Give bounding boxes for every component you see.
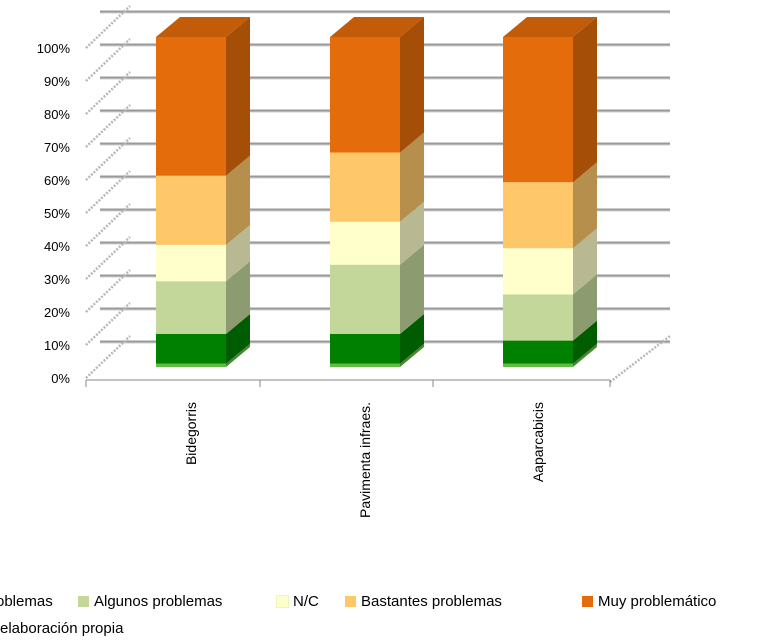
labels-layer: 0% 10% 20% 30% 40% 50% 60% 70% 80% 90% 100% Bidegor… xyxy=(37,41,546,518)
axis-layer xyxy=(85,379,611,387)
side-wall-line xyxy=(85,236,131,280)
x-category-label: Aaparcabicis xyxy=(530,402,546,482)
bar-side-muy-problem-tico-1 xyxy=(400,17,424,153)
bar-pocos-problemas-1 xyxy=(330,334,400,364)
bar-side-algunos-problemas-1 xyxy=(400,244,424,334)
floor-line xyxy=(609,335,671,383)
legend-label: oblemas xyxy=(0,593,53,610)
side-wall-line xyxy=(85,38,131,82)
legend-label: Bastantes problemas xyxy=(361,593,502,610)
y-tick-label: 20% xyxy=(44,305,70,320)
bars-layer xyxy=(156,17,597,367)
legend-item-algunos-problemas: Algunos problemas xyxy=(78,593,222,610)
y-tick-label: 10% xyxy=(44,338,70,353)
legend-item-pocos-problemas: oblemas xyxy=(0,593,53,610)
bar-n-c-1 xyxy=(330,221,400,265)
bar-bastantes-problemas-0 xyxy=(156,175,226,245)
legend-swatch xyxy=(78,596,89,607)
legend-label: Algunos problemas xyxy=(94,593,223,610)
y-tick-label: 80% xyxy=(44,107,70,122)
y-tick-label: 100% xyxy=(37,41,71,56)
bar-side-bastantes-problemas-2 xyxy=(573,162,597,249)
side-wall-line xyxy=(85,302,131,346)
legend-label: Muy problemático xyxy=(598,593,717,610)
bar-sin-problemas-1 xyxy=(330,363,400,367)
side-wall-line xyxy=(85,269,131,313)
bar-side-sin-problemas-1 xyxy=(400,343,424,367)
bar-side-pocos-problemas-0 xyxy=(226,314,250,364)
y-tick-label: 0% xyxy=(51,371,70,386)
bar-muy-problem-tico-0 xyxy=(156,37,226,176)
y-tick-label: 30% xyxy=(44,272,70,287)
bar-sin-problemas-0 xyxy=(156,363,226,367)
bar-side-n-c-0 xyxy=(226,224,250,282)
bar-pocos-problemas-0 xyxy=(156,334,226,364)
bar-side-bastantes-problemas-1 xyxy=(400,132,424,222)
legend-swatch xyxy=(276,595,289,608)
bar-side-pocos-problemas-1 xyxy=(400,314,424,364)
bar-muy-problem-tico-1 xyxy=(330,37,400,153)
bar-muy-problem-tico-2 xyxy=(503,37,573,183)
bar-sin-problemas-2 xyxy=(503,363,573,367)
bar-side-bastantes-problemas-0 xyxy=(226,155,250,245)
x-category-label: Bidegorris xyxy=(183,402,199,465)
side-wall-line xyxy=(85,71,131,115)
legend: oblemas Algunos problemas N/C Bastantes … xyxy=(0,593,780,615)
legend-item-muy-problematico: Muy problemático xyxy=(582,593,716,610)
legend-item-bastantes-problemas: Bastantes problemas xyxy=(345,593,502,610)
y-tick-label: 90% xyxy=(44,74,70,89)
stacked-bar-chart: 0% 10% 20% 30% 40% 50% 60% 70% 80% 90% 100% Bidegor… xyxy=(37,5,671,518)
side-wall-line xyxy=(85,137,131,181)
legend-swatch xyxy=(582,596,593,607)
side-wall-line xyxy=(85,5,131,49)
bar-algunos-problemas-0 xyxy=(156,281,226,334)
bar-bastantes-problemas-2 xyxy=(503,182,573,249)
bar-bastantes-problemas-1 xyxy=(330,152,400,222)
legend-label: N/C xyxy=(293,593,319,610)
y-tick-label: 60% xyxy=(44,173,70,188)
side-wall-line xyxy=(85,203,131,247)
bar-side-n-c-1 xyxy=(400,201,424,265)
bar-side-sin-problemas-0 xyxy=(226,343,250,367)
bar-n-c-0 xyxy=(156,244,226,282)
side-wall-line xyxy=(85,170,131,214)
bar-side-muy-problem-tico-0 xyxy=(226,17,250,176)
bar-side-algunos-problemas-0 xyxy=(226,261,250,334)
bar-algunos-problemas-1 xyxy=(330,264,400,334)
bar-top-0 xyxy=(156,17,250,37)
y-tick-label: 50% xyxy=(44,206,70,221)
bar-top-1 xyxy=(330,17,424,37)
bar-pocos-problemas-2 xyxy=(503,340,573,364)
legend-swatch xyxy=(345,596,356,607)
bar-top-2 xyxy=(503,17,597,37)
bar-side-muy-problem-tico-2 xyxy=(573,17,597,183)
source-note: elaboración propia xyxy=(0,620,124,637)
bar-side-pocos-problemas-2 xyxy=(573,320,597,364)
bar-n-c-2 xyxy=(503,248,573,295)
y-tick-label: 40% xyxy=(44,239,70,254)
bar-side-sin-problemas-2 xyxy=(573,343,597,367)
bar-side-n-c-2 xyxy=(573,228,597,295)
y-tick-label: 70% xyxy=(44,140,70,155)
bar-side-algunos-problemas-2 xyxy=(573,274,597,341)
legend-item-nc: N/C xyxy=(276,593,319,610)
side-wall-line xyxy=(85,335,131,379)
x-category-label: Pavimenta infraes. xyxy=(357,402,373,518)
bar-algunos-problemas-2 xyxy=(503,294,573,341)
side-wall-line xyxy=(85,104,131,148)
